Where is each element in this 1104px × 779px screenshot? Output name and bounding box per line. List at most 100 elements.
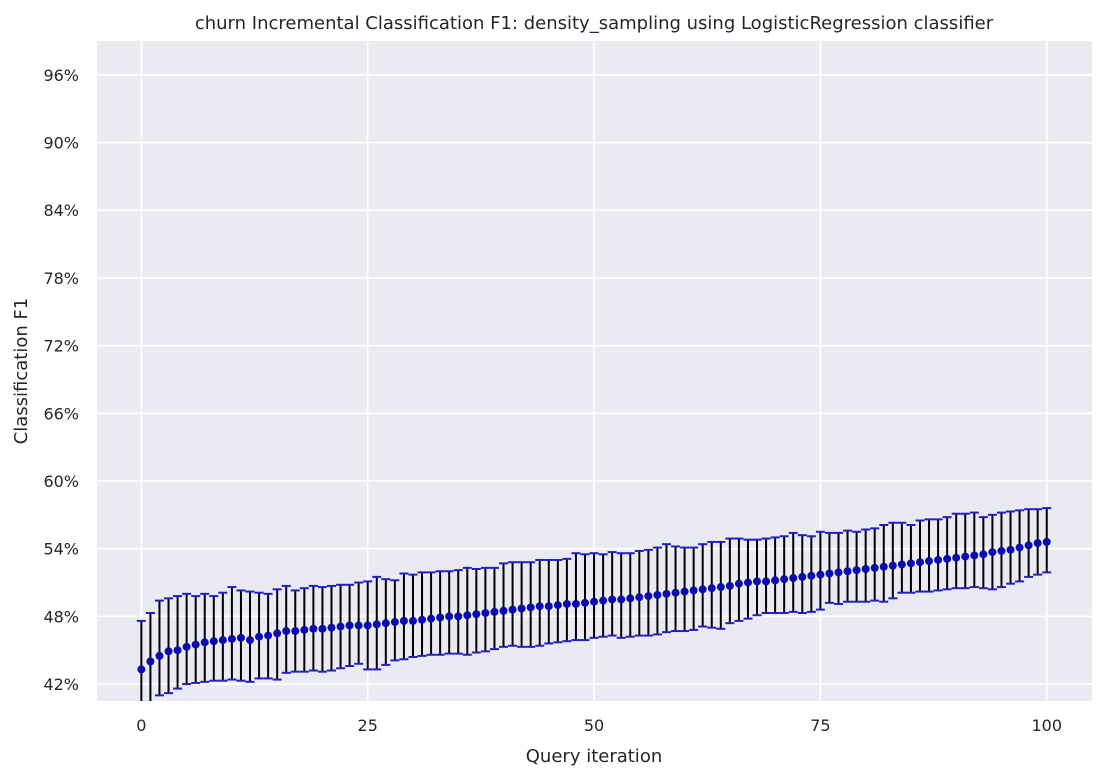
data-point (517, 604, 526, 613)
data-point (164, 647, 173, 656)
data-point (418, 615, 427, 624)
y-tick-labels: 42% 48% 54% 60% 66% 72% 78% 84% 90% 96% (43, 66, 79, 694)
y-tick-label: 48% (43, 607, 79, 626)
data-point (336, 622, 345, 631)
data-point (490, 607, 499, 616)
data-point (762, 577, 771, 586)
data-point (182, 642, 191, 651)
data-point (472, 610, 481, 619)
data-point (825, 569, 834, 578)
data-point (897, 560, 906, 569)
data-point (390, 618, 399, 627)
data-point (915, 558, 924, 567)
data-point (1024, 541, 1033, 550)
data-point (743, 578, 752, 587)
data-point (155, 651, 164, 660)
data-point (888, 561, 897, 570)
chart-title: churn Incremental Classification F1: den… (195, 13, 994, 34)
data-point (454, 612, 463, 621)
data-point (1042, 537, 1051, 546)
data-point (861, 565, 870, 573)
data-point (291, 627, 300, 636)
data-point (526, 603, 535, 612)
data-point (173, 646, 182, 655)
data-point (264, 631, 273, 640)
data-point (381, 619, 390, 628)
data-point (363, 621, 372, 630)
data-point (562, 599, 571, 608)
data-point (689, 586, 698, 595)
data-point (780, 575, 789, 584)
data-point (970, 551, 979, 560)
data-point (698, 585, 707, 594)
y-tick-label: 96% (43, 66, 79, 85)
data-point (961, 552, 970, 561)
data-point (209, 637, 218, 646)
x-axis-label: Query iteration (526, 746, 662, 767)
data-point (445, 612, 454, 621)
data-point (553, 601, 562, 610)
data-point (979, 550, 988, 559)
data-point (834, 568, 843, 577)
data-point (725, 581, 734, 590)
data-point (644, 592, 653, 601)
x-tick-label: 0 (136, 716, 146, 735)
x-tick-labels: 0 25 50 75 100 (136, 716, 1062, 735)
data-point (408, 616, 417, 625)
data-point (997, 546, 1006, 555)
data-point (798, 572, 807, 581)
data-point (137, 665, 146, 674)
data-point (1006, 545, 1015, 554)
data-point (943, 554, 952, 563)
data-point (580, 598, 589, 607)
data-point (463, 611, 472, 620)
data-point (988, 548, 997, 557)
data-point (716, 583, 725, 592)
data-point (508, 605, 517, 614)
data-point (191, 640, 200, 649)
data-point (608, 595, 617, 604)
x-tick-label: 100 (1031, 716, 1062, 735)
data-point (300, 625, 309, 634)
data-point (544, 602, 553, 611)
data-point (707, 584, 716, 593)
data-point (227, 634, 236, 643)
y-tick-label: 90% (43, 134, 79, 153)
data-point (571, 599, 580, 608)
data-point (906, 559, 915, 568)
data-point (617, 595, 626, 604)
data-point (771, 576, 780, 585)
data-points (137, 537, 1051, 674)
data-point (345, 621, 354, 630)
data-point (925, 557, 934, 566)
y-axis-label: Classification F1 (11, 298, 32, 445)
data-point (734, 579, 743, 588)
data-point (662, 589, 671, 598)
data-point (807, 571, 816, 580)
data-point (1015, 543, 1024, 552)
data-point (671, 588, 680, 597)
data-point (146, 657, 155, 666)
data-point (436, 613, 445, 622)
data-point (399, 616, 408, 625)
data-point (870, 563, 879, 572)
data-point (952, 553, 961, 562)
data-point (372, 620, 381, 629)
y-gridlines (97, 74, 1092, 685)
data-point (535, 602, 544, 611)
y-tick-label: 78% (43, 269, 79, 288)
y-tick-label: 54% (43, 540, 79, 559)
data-point (481, 609, 490, 617)
data-point (200, 638, 209, 647)
x-tick-label: 50 (584, 716, 604, 735)
x-tick-label: 75 (810, 716, 830, 735)
data-point (852, 566, 861, 575)
data-point (653, 590, 662, 599)
y-tick-label: 60% (43, 472, 79, 491)
y-tick-label: 66% (43, 404, 79, 423)
data-point (843, 567, 852, 576)
y-tick-label: 84% (43, 201, 79, 220)
data-point (218, 636, 227, 645)
data-point (354, 621, 363, 630)
